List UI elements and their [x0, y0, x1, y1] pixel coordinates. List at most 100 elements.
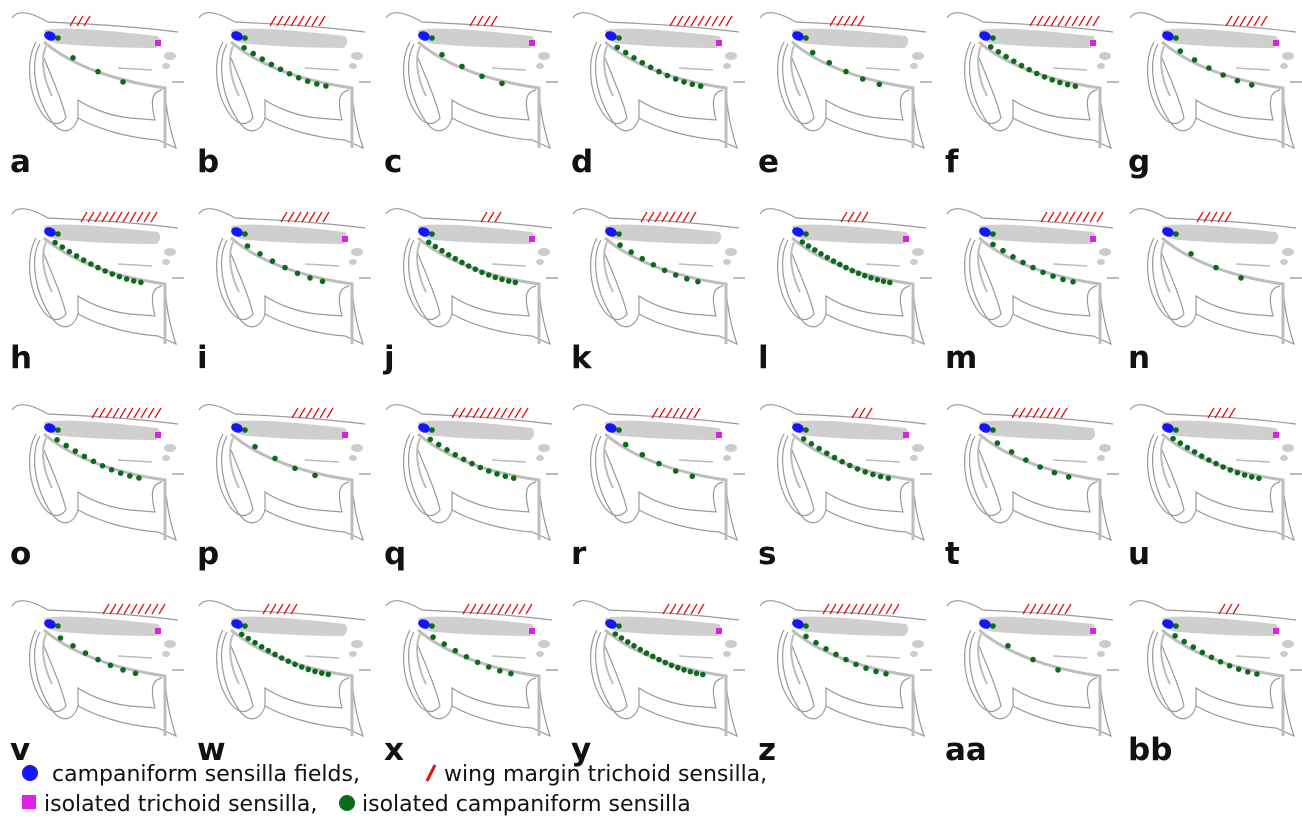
campaniform-sensillum	[990, 241, 996, 248]
wing-sclerite	[1280, 455, 1288, 461]
campaniform-sensillum	[870, 471, 876, 478]
wing-vein	[417, 40, 541, 148]
wing-vein	[791, 628, 915, 736]
wing-sclerite	[1282, 52, 1294, 60]
campaniform-sensillum	[269, 258, 276, 264]
wing-panel: b	[197, 12, 371, 180]
panel-label: z	[758, 732, 776, 768]
wing-sclerite	[164, 640, 176, 648]
campaniform-sensillum	[650, 262, 657, 268]
campaniform-sensillum	[1030, 656, 1036, 663]
campaniform-sensillum	[312, 668, 318, 675]
margin-sensillum	[1232, 603, 1240, 615]
wing-vein-band	[792, 224, 909, 244]
campaniform-sensillum	[618, 635, 625, 641]
wing-panel: z	[758, 600, 932, 768]
wing-vein	[1235, 459, 1271, 463]
campaniform-sensillum	[429, 427, 435, 433]
campaniform-field	[418, 31, 430, 41]
wing-outline	[77, 285, 177, 346]
campaniform-sensillum	[465, 263, 472, 269]
wing-vein	[416, 437, 427, 489]
wing-panel: u	[1128, 404, 1302, 572]
margin-sensillum	[102, 603, 110, 615]
campaniform-sensillum	[616, 427, 622, 433]
panel-label: g	[1128, 144, 1150, 180]
wing-vein	[304, 459, 340, 463]
campaniform-sensillum	[1041, 74, 1048, 80]
campaniform-sensillum	[1034, 70, 1040, 77]
campaniform-sensillum	[55, 35, 61, 41]
isolated-trichoid	[342, 432, 348, 438]
campaniform-sensillum	[99, 463, 106, 469]
wing-vein	[491, 459, 527, 463]
wing-sclerite	[1282, 248, 1294, 256]
campaniform-sensillum	[1040, 269, 1046, 276]
wing-outline	[782, 631, 911, 720]
campaniform-sensillum	[241, 45, 247, 51]
campaniform-sensillum	[81, 453, 88, 460]
campaniform-sensillum	[612, 631, 619, 637]
margin-sensillum	[689, 211, 697, 223]
campaniform-sensillum	[1208, 654, 1215, 661]
campaniform-sensillum	[272, 455, 278, 462]
panel-label: q	[384, 536, 406, 572]
campaniform-sensillum	[285, 658, 292, 664]
wing-panel: d	[571, 12, 745, 180]
campaniform-sensillum	[883, 671, 889, 677]
wing-vein	[978, 40, 1102, 148]
wing-outline	[825, 89, 925, 150]
campaniform-sensillum	[430, 634, 436, 640]
wing-vein	[491, 67, 527, 71]
wing-vein	[865, 655, 901, 659]
margin-sensillum	[1082, 211, 1090, 223]
wing-outline	[198, 600, 366, 621]
wing-panel: p	[197, 404, 371, 572]
margin-sensillum	[675, 211, 683, 223]
wing-vein-band	[44, 616, 161, 636]
campaniform-sensillum	[138, 279, 144, 286]
campaniform-sensillum	[1188, 251, 1194, 257]
margin-sensillum	[1217, 211, 1225, 223]
wing-outline	[385, 208, 553, 229]
wing-sclerite	[723, 651, 731, 657]
panel-label: s	[758, 536, 776, 572]
margin-sensillum	[840, 211, 848, 223]
margin-sensillum	[878, 603, 886, 615]
wing-outline	[1012, 89, 1112, 150]
campaniform-sensillum	[862, 469, 868, 475]
campaniform-sensillum	[70, 55, 76, 61]
wing-vein	[42, 241, 53, 293]
wing-panel: j	[382, 208, 558, 376]
margin-sensillum	[865, 407, 873, 419]
margin-sensillum	[158, 603, 166, 615]
campaniform-sensillum	[258, 644, 265, 650]
margin-sensillum	[1050, 603, 1058, 615]
wing-vein	[790, 633, 801, 685]
legend-label: campaniform sensilla fields,	[52, 762, 360, 787]
margin-sensillum	[843, 15, 851, 27]
campaniform-sensillum	[990, 35, 996, 41]
margin-sensillum	[486, 407, 494, 419]
campaniform-sensillum	[805, 243, 812, 249]
campaniform-field	[792, 227, 804, 237]
wing-vein-band	[792, 616, 909, 636]
margin-sensillum	[850, 15, 858, 27]
wing-panel: y	[571, 600, 745, 768]
panel-label: e	[758, 144, 779, 180]
campaniform-sensillum	[312, 472, 318, 479]
legend-label: isolated trichoid sensilla,	[44, 792, 317, 817]
wing-sclerite	[351, 248, 363, 256]
margin-sensillum	[315, 211, 323, 223]
wing-vein	[416, 633, 427, 685]
wing-outline	[408, 631, 537, 720]
campaniform-sensillum	[661, 267, 668, 274]
campaniform-sensillum	[803, 633, 809, 640]
wing-panel: r	[571, 404, 745, 572]
margin-sensillum	[1011, 407, 1019, 419]
campaniform-sensillum	[1245, 669, 1251, 675]
wing-outline	[1195, 677, 1295, 738]
wing-vein-band	[605, 616, 722, 636]
campaniform-sensillum	[494, 471, 500, 477]
wing-outline	[1129, 600, 1297, 621]
